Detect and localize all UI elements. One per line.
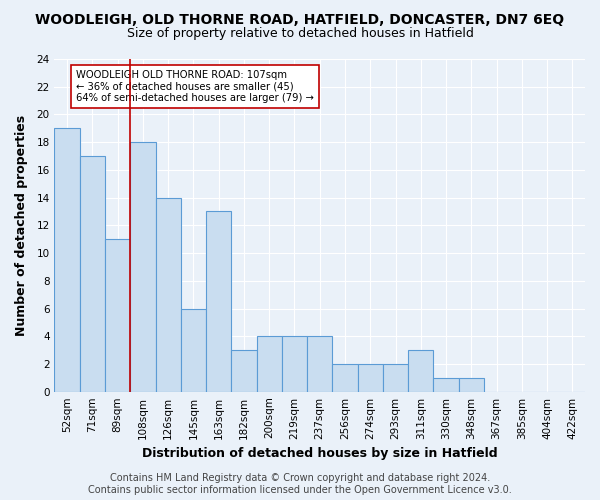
Bar xyxy=(130,142,155,392)
Bar xyxy=(408,350,433,392)
Bar xyxy=(307,336,332,392)
Bar xyxy=(155,198,181,392)
Bar xyxy=(105,239,130,392)
Bar xyxy=(282,336,307,392)
Bar xyxy=(383,364,408,392)
Y-axis label: Number of detached properties: Number of detached properties xyxy=(15,115,28,336)
Bar xyxy=(257,336,282,392)
Bar xyxy=(80,156,105,392)
Text: WOODLEIGH, OLD THORNE ROAD, HATFIELD, DONCASTER, DN7 6EQ: WOODLEIGH, OLD THORNE ROAD, HATFIELD, DO… xyxy=(35,12,565,26)
Bar xyxy=(433,378,458,392)
Bar xyxy=(332,364,358,392)
Bar xyxy=(358,364,383,392)
Bar xyxy=(181,308,206,392)
Text: Contains HM Land Registry data © Crown copyright and database right 2024.
Contai: Contains HM Land Registry data © Crown c… xyxy=(88,474,512,495)
Bar xyxy=(206,212,231,392)
Bar xyxy=(55,128,80,392)
Text: Size of property relative to detached houses in Hatfield: Size of property relative to detached ho… xyxy=(127,28,473,40)
Text: WOODLEIGH OLD THORNE ROAD: 107sqm
← 36% of detached houses are smaller (45)
64% : WOODLEIGH OLD THORNE ROAD: 107sqm ← 36% … xyxy=(76,70,314,103)
Bar xyxy=(231,350,257,392)
Bar xyxy=(458,378,484,392)
X-axis label: Distribution of detached houses by size in Hatfield: Distribution of detached houses by size … xyxy=(142,447,497,460)
